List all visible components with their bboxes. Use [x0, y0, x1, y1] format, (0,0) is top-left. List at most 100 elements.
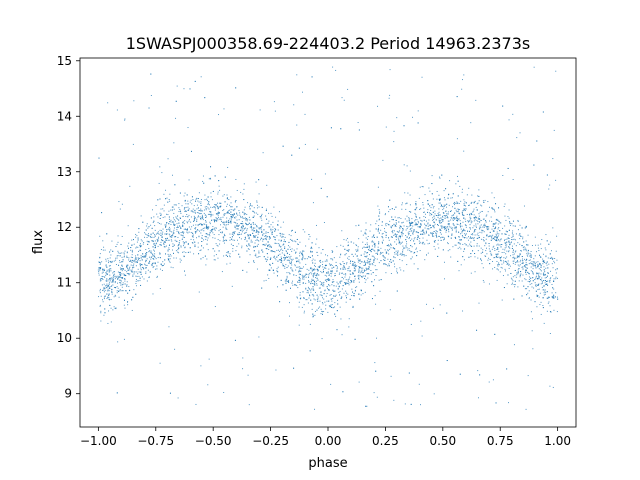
data-point: [354, 265, 356, 267]
data-point: [134, 260, 136, 262]
data-point: [254, 236, 256, 238]
data-point: [327, 288, 329, 290]
data-point: [169, 244, 171, 246]
data-point: [441, 204, 443, 206]
data-point: [138, 231, 140, 233]
data-point: [505, 242, 507, 244]
data-point: [364, 255, 366, 257]
data-point: [364, 233, 366, 235]
data-point: [197, 229, 199, 231]
data-point: [520, 235, 522, 237]
data-point: [267, 245, 269, 247]
data-point: [192, 235, 194, 237]
data-point: [449, 210, 451, 212]
data-point: [114, 276, 116, 278]
data-point: [309, 350, 311, 352]
data-point: [395, 223, 397, 225]
data-point: [443, 239, 444, 241]
data-point: [167, 253, 169, 255]
data-point: [500, 238, 502, 240]
data-point: [420, 320, 422, 322]
data-point: [476, 234, 478, 236]
data-point: [385, 231, 387, 233]
data-point: [530, 277, 532, 279]
data-point: [248, 216, 250, 218]
data-point: [445, 188, 447, 190]
data-point: [444, 217, 446, 219]
data-point: [207, 249, 209, 251]
data-point: [331, 258, 333, 260]
data-point: [506, 244, 508, 246]
data-point: [119, 255, 121, 257]
data-point: [443, 226, 445, 228]
data-point: [281, 236, 283, 238]
data-point: [428, 234, 430, 236]
data-point: [205, 217, 207, 219]
data-point: [475, 226, 477, 228]
data-point: [295, 252, 297, 254]
data-point: [141, 264, 143, 266]
data-point: [301, 253, 303, 255]
data-point: [415, 215, 417, 217]
data-point: [330, 127, 332, 129]
data-point: [370, 258, 372, 260]
data-point: [131, 271, 133, 273]
data-point: [331, 304, 333, 306]
data-point: [279, 235, 281, 237]
data-point: [304, 231, 306, 233]
data-point: [123, 278, 125, 280]
data-point: [306, 289, 308, 291]
data-point: [232, 231, 234, 233]
data-point: [329, 285, 331, 287]
data-point: [207, 203, 209, 205]
data-point: [324, 274, 326, 276]
data-point: [205, 209, 207, 211]
data-point: [456, 219, 458, 221]
data-point: [169, 200, 171, 202]
data-point: [334, 274, 336, 276]
data-point: [362, 267, 364, 269]
data-point: [269, 263, 271, 265]
data-point: [380, 229, 382, 231]
data-point: [526, 264, 528, 266]
data-point: [528, 253, 529, 255]
data-point: [461, 225, 463, 227]
data-point: [277, 286, 279, 288]
data-point: [473, 229, 475, 231]
data-point: [232, 209, 234, 211]
data-point: [521, 266, 523, 268]
data-point: [138, 275, 140, 277]
data-point: [402, 245, 404, 247]
data-point: [273, 251, 275, 252]
data-point: [131, 249, 133, 251]
data-point: [119, 208, 121, 210]
data-point: [525, 279, 527, 281]
data-point: [493, 208, 495, 210]
data-point: [527, 249, 529, 251]
data-point: [430, 207, 432, 209]
data-point: [520, 273, 522, 275]
data-point: [121, 252, 123, 254]
data-point: [292, 240, 294, 242]
data-point: [544, 282, 546, 284]
data-point: [222, 240, 224, 242]
data-point: [135, 258, 137, 260]
data-point: [478, 218, 480, 220]
data-point: [451, 233, 453, 235]
data-point: [438, 247, 440, 249]
data-point: [179, 209, 181, 211]
data-point: [219, 206, 221, 208]
data-point: [135, 258, 137, 260]
data-point: [218, 114, 220, 116]
data-point: [438, 214, 440, 216]
data-point: [508, 250, 510, 252]
data-point: [505, 219, 507, 221]
data-point: [436, 235, 438, 237]
data-point: [529, 283, 531, 285]
data-point: [458, 202, 460, 204]
data-point: [188, 220, 190, 222]
data-point: [121, 265, 123, 267]
data-point: [354, 269, 356, 271]
data-point: [139, 277, 141, 279]
data-point: [124, 119, 126, 121]
